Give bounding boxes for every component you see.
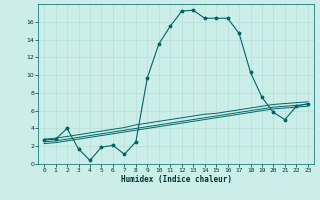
X-axis label: Humidex (Indice chaleur): Humidex (Indice chaleur): [121, 175, 231, 184]
